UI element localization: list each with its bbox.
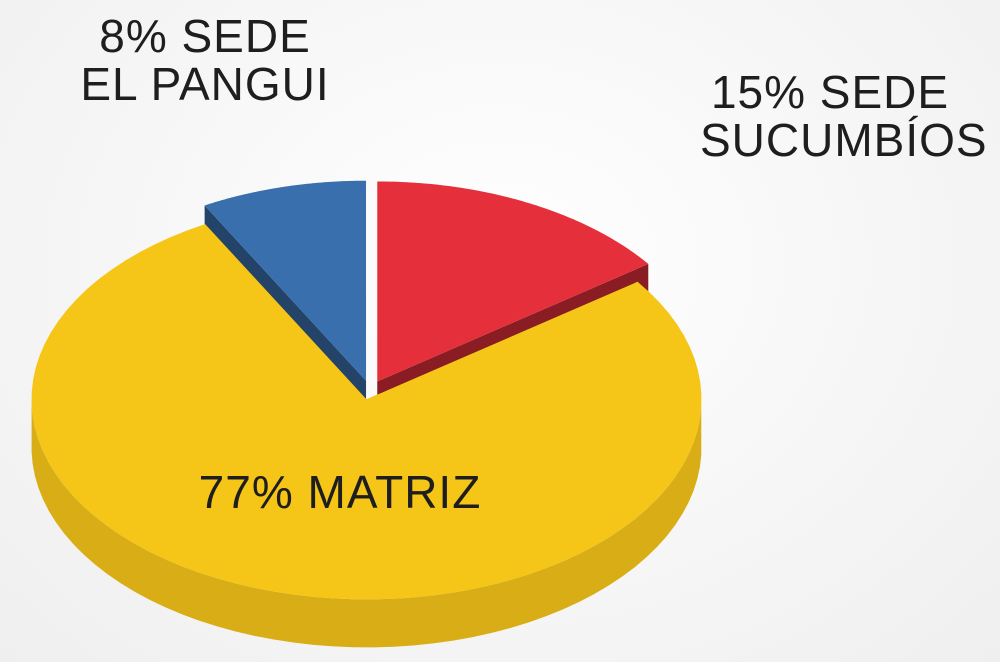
slice bbox=[31, 224, 702, 600]
slice bbox=[204, 180, 367, 381]
value-label: 15% bbox=[710, 66, 807, 118]
category-label: MATRIZ bbox=[307, 466, 482, 518]
value-label: 77% bbox=[198, 466, 294, 518]
category-label: SEDE EL PANGUI bbox=[80, 10, 330, 110]
slice-wall bbox=[31, 403, 702, 648]
slice bbox=[377, 181, 649, 382]
slice-label: 15% SEDE SUCUMBÍOS bbox=[700, 66, 987, 164]
slice-label: 77% MATRIZ bbox=[120, 468, 560, 516]
value-label: 8% bbox=[99, 10, 168, 62]
category-label: SEDE SUCUMBÍOS bbox=[700, 66, 988, 166]
slice-label: 8% SEDE EL PANGUI bbox=[70, 12, 340, 108]
